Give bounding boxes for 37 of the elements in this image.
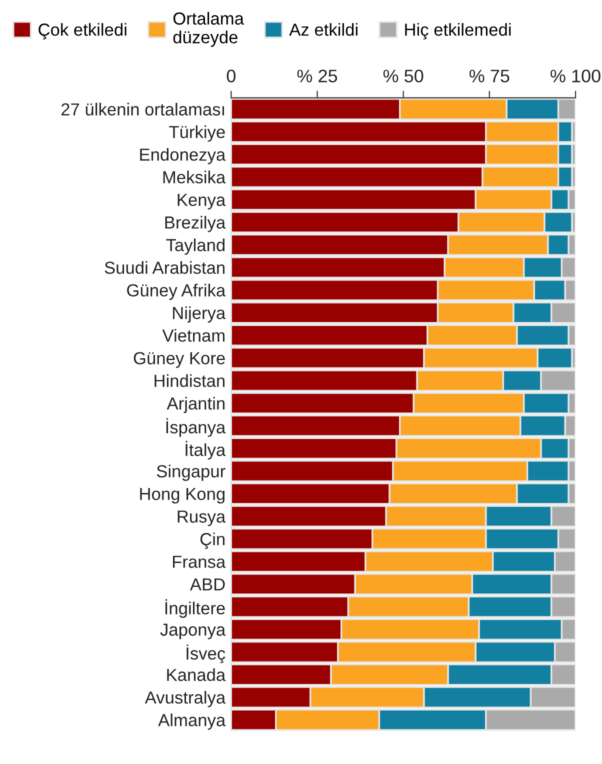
y-tick-label: İngiltere [165, 599, 225, 618]
y-tick-label: Güney Afrika [127, 284, 226, 300]
y-tick-label: Tayland [166, 238, 224, 255]
x-tick-label: % 100 [550, 70, 600, 82]
y-tick-label: Endonezya [140, 148, 226, 164]
x-tick-label: 0 [226, 70, 236, 82]
x-tick-label: % 75 [469, 70, 510, 82]
legend-label: Çok etkiledi [38, 23, 126, 40]
y-tick-label: Arjantin [166, 396, 224, 414]
y-tick-label: Japonya [160, 624, 226, 640]
y-tick-label: Rusya [178, 510, 226, 526]
x-tick-label: % 50 [383, 70, 424, 82]
y-tick-label: Singapur [156, 464, 226, 481]
y-tick-label: Suudi Arabistan [104, 261, 224, 274]
y-tick-label: ABD [190, 578, 225, 590]
y-tick-label: Güney Kore [134, 352, 225, 368]
y-tick-label: 27 ülkenin ortalaması [61, 102, 224, 116]
y-tick-label: Avustralya [144, 690, 226, 708]
y-tick-label: Almanya [158, 714, 226, 730]
y-tick-label: Türkiye [169, 125, 225, 142]
legend-label: Hiç etkilemedi [405, 23, 511, 40]
x-tick-label: % 25 [297, 70, 338, 82]
y-tick-label: İsveç [186, 644, 226, 664]
y-tick-label: Meksika [163, 170, 226, 184]
y-tick-label: Vietnam [162, 329, 224, 342]
y-tick-label: Fransa [173, 556, 226, 568]
y-tick-label: Kenya [178, 194, 226, 210]
y-tick-label: Nijerya [173, 306, 226, 323]
y-tick-label: Hindistan [154, 374, 224, 387]
y-tick-label: İtalya [186, 440, 226, 460]
y-tick-label: İspanya [166, 418, 226, 437]
y-tick-label: Kanada [167, 668, 226, 682]
legend-label: Az etkildi [289, 23, 358, 36]
legend-label: Ortalama düzeyde [173, 12, 244, 47]
y-tick-label: Hong Kong [140, 488, 224, 504]
y-tick-label: Çin [200, 532, 224, 549]
y-tick-label: Brezilya [165, 216, 226, 232]
